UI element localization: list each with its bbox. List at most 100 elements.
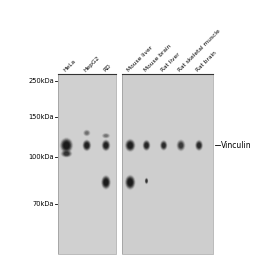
- Bar: [122, 74, 213, 254]
- Ellipse shape: [82, 140, 91, 151]
- Ellipse shape: [84, 142, 89, 149]
- Ellipse shape: [104, 143, 108, 148]
- Ellipse shape: [145, 178, 148, 184]
- Ellipse shape: [197, 143, 201, 148]
- Ellipse shape: [127, 178, 133, 187]
- Ellipse shape: [102, 176, 110, 189]
- Ellipse shape: [83, 130, 90, 136]
- Ellipse shape: [61, 150, 72, 157]
- Ellipse shape: [146, 180, 147, 182]
- Ellipse shape: [125, 139, 136, 152]
- Ellipse shape: [125, 176, 135, 189]
- Ellipse shape: [103, 179, 108, 186]
- Ellipse shape: [62, 151, 70, 156]
- Ellipse shape: [146, 179, 147, 183]
- Ellipse shape: [145, 179, 147, 183]
- Ellipse shape: [102, 177, 110, 188]
- Ellipse shape: [162, 143, 166, 148]
- Ellipse shape: [197, 142, 201, 149]
- Ellipse shape: [127, 142, 133, 149]
- Text: RD: RD: [102, 63, 112, 73]
- Ellipse shape: [102, 140, 110, 151]
- Text: 250kDa: 250kDa: [28, 78, 54, 85]
- Ellipse shape: [127, 179, 133, 186]
- Ellipse shape: [128, 143, 132, 148]
- Text: 70kDa: 70kDa: [33, 201, 54, 207]
- Ellipse shape: [145, 178, 148, 184]
- Ellipse shape: [103, 177, 109, 187]
- Ellipse shape: [103, 178, 109, 187]
- Ellipse shape: [85, 143, 89, 148]
- Ellipse shape: [145, 179, 148, 183]
- Ellipse shape: [161, 142, 166, 149]
- Ellipse shape: [103, 134, 109, 138]
- Ellipse shape: [160, 140, 168, 151]
- Ellipse shape: [143, 140, 150, 151]
- Text: Mouse brain: Mouse brain: [143, 44, 172, 73]
- Ellipse shape: [125, 139, 135, 152]
- Text: HeLa: HeLa: [63, 59, 77, 73]
- Ellipse shape: [104, 135, 108, 137]
- Ellipse shape: [84, 142, 89, 148]
- Text: Rat brain: Rat brain: [196, 50, 218, 73]
- Ellipse shape: [61, 150, 71, 157]
- Ellipse shape: [178, 141, 184, 149]
- Ellipse shape: [104, 134, 108, 137]
- Ellipse shape: [62, 140, 71, 151]
- Ellipse shape: [101, 175, 111, 190]
- Ellipse shape: [82, 139, 91, 152]
- Text: Rat liver: Rat liver: [160, 52, 181, 73]
- Ellipse shape: [85, 131, 89, 135]
- Ellipse shape: [85, 131, 89, 135]
- Ellipse shape: [103, 142, 109, 149]
- Ellipse shape: [83, 140, 91, 151]
- Ellipse shape: [197, 143, 201, 148]
- Ellipse shape: [161, 141, 167, 150]
- Ellipse shape: [195, 140, 203, 151]
- Ellipse shape: [196, 142, 202, 149]
- Ellipse shape: [144, 142, 149, 149]
- Ellipse shape: [83, 130, 91, 136]
- Ellipse shape: [161, 141, 167, 149]
- Ellipse shape: [63, 151, 70, 156]
- Ellipse shape: [84, 141, 90, 149]
- Ellipse shape: [126, 140, 134, 151]
- Ellipse shape: [60, 149, 72, 158]
- Ellipse shape: [59, 137, 73, 154]
- Text: Mouse liver: Mouse liver: [127, 45, 154, 73]
- Ellipse shape: [126, 141, 134, 150]
- Bar: [58, 74, 116, 254]
- Ellipse shape: [63, 152, 69, 156]
- Ellipse shape: [126, 176, 134, 188]
- Ellipse shape: [60, 138, 73, 153]
- Bar: [58, 74, 116, 254]
- Ellipse shape: [177, 140, 185, 151]
- Ellipse shape: [104, 142, 108, 148]
- Ellipse shape: [103, 134, 109, 138]
- Ellipse shape: [128, 179, 132, 186]
- Ellipse shape: [178, 142, 184, 149]
- Text: Vinculin: Vinculin: [220, 141, 251, 150]
- Ellipse shape: [103, 141, 109, 149]
- Ellipse shape: [125, 175, 135, 189]
- Ellipse shape: [145, 143, 148, 148]
- Ellipse shape: [102, 140, 110, 151]
- Ellipse shape: [162, 143, 165, 148]
- Ellipse shape: [85, 132, 88, 134]
- Ellipse shape: [176, 139, 186, 152]
- Ellipse shape: [145, 178, 148, 183]
- Ellipse shape: [125, 174, 136, 190]
- Ellipse shape: [160, 140, 167, 151]
- Ellipse shape: [162, 142, 166, 148]
- Ellipse shape: [102, 133, 110, 138]
- Ellipse shape: [62, 141, 70, 150]
- Ellipse shape: [125, 140, 135, 151]
- Ellipse shape: [61, 139, 72, 152]
- Text: 150kDa: 150kDa: [28, 114, 54, 121]
- Ellipse shape: [143, 140, 150, 150]
- Bar: [122, 74, 213, 254]
- Ellipse shape: [102, 134, 109, 138]
- Ellipse shape: [177, 141, 184, 150]
- Ellipse shape: [144, 142, 149, 149]
- Ellipse shape: [101, 139, 111, 152]
